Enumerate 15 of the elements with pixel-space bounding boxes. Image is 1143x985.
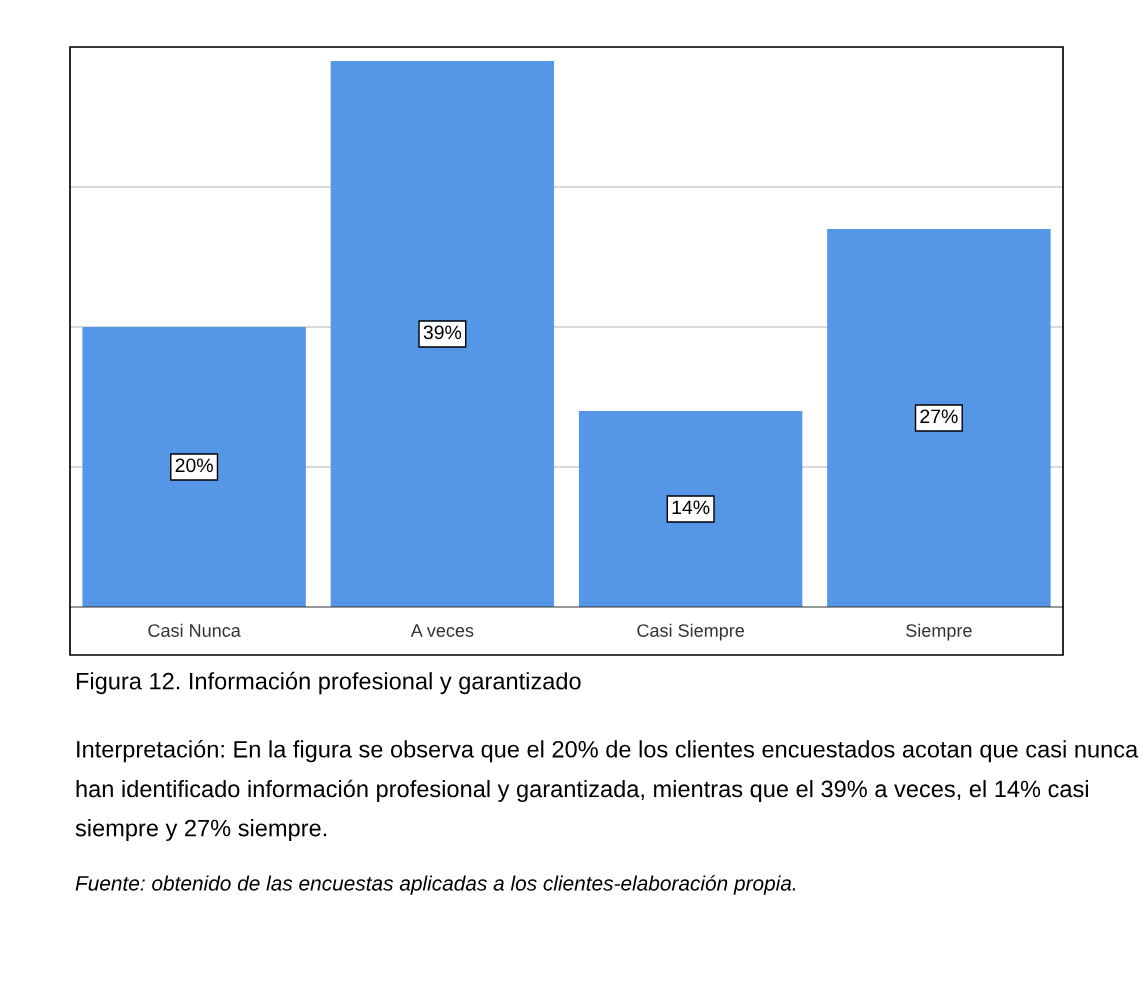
text: Interpretación: En la figura se observa que el 20% de los clientes encuestados acotan que casi nunca han identificado información profesional y garantizada, mientras que el 39% a veces, el 14% casi siempre y 27% siempre. — [75, 740, 1139, 842]
data-label: 39% — [423, 325, 462, 340]
text: Figura 12. Información profesional y garantizado — [76, 671, 581, 695]
data-label: 27% — [920, 409, 958, 424]
bar — [827, 229, 1051, 607]
x-tick-label: Siempre — [906, 623, 972, 641]
source-note: Fuente: obtenido de las encuestas aplicadas a los clientes-elaboración propia. — [75, 875, 796, 895]
bar — [578, 411, 803, 607]
x-tick-label: Casi Nunca — [148, 623, 241, 637]
bar — [330, 61, 555, 607]
bar — [82, 327, 306, 607]
x-tick-label: A veces — [410, 624, 474, 637]
data-label: 20% — [175, 458, 213, 473]
x-tick-label: Casi Siempre — [637, 623, 745, 641]
data-label: 14% — [672, 500, 710, 515]
